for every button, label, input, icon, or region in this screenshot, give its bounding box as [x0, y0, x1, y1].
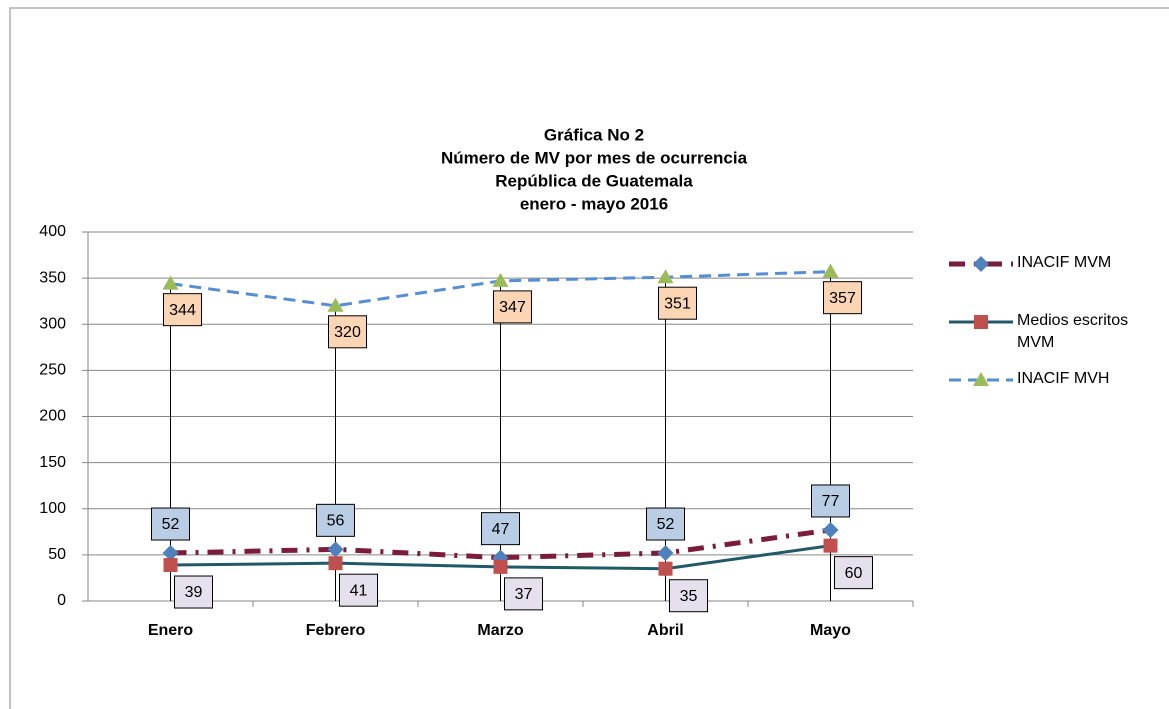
y-tick-label: 400	[39, 223, 66, 240]
data-label-box	[493, 290, 532, 324]
data-label: 77	[822, 493, 840, 510]
marker	[328, 556, 343, 571]
data-label: 39	[185, 584, 203, 601]
legend: INACIF MVM Medios escritos MVM INACIF MVH	[945, 252, 1165, 426]
legend-swatch	[949, 372, 1013, 386]
chart-title: enero - mayo 2016	[520, 194, 668, 213]
data-label-box	[339, 573, 378, 607]
data-label: 60	[845, 565, 863, 582]
y-tick-label: 150	[39, 454, 66, 471]
data-label: 351	[664, 295, 691, 312]
x-tick-label: Enero	[148, 622, 194, 639]
data-label: 56	[327, 513, 345, 530]
legend-item: INACIF MVM	[945, 252, 1165, 310]
x-tick-label: Abril	[647, 622, 683, 639]
chart-border	[9, 7, 1169, 709]
data-label: 320	[334, 324, 361, 341]
legend-label: Medios escritos MVM	[1017, 312, 1129, 351]
marker	[492, 272, 509, 287]
marker	[823, 538, 838, 553]
y-tick-label: 0	[57, 592, 66, 609]
data-label-box	[504, 577, 543, 611]
legend-label: INACIF MVH	[1017, 370, 1110, 387]
data-label-box	[316, 503, 355, 537]
x-tick-label: Febrero	[306, 622, 366, 639]
x-tick-label: Marzo	[477, 622, 523, 639]
y-tick-label: 300	[39, 315, 66, 332]
data-label: 347	[499, 299, 526, 316]
chart-title: Gráfica No 2	[544, 125, 644, 144]
legend-item: Medios escritos MVM	[945, 310, 1165, 368]
legend-label: INACIF MVM	[1017, 254, 1112, 271]
data-label: 35	[680, 588, 698, 605]
x-tick-label: Mayo	[810, 622, 851, 639]
data-label-box	[669, 579, 708, 613]
marker	[327, 541, 344, 558]
data-label-box	[646, 507, 685, 541]
legend-item: INACIF MVH	[945, 368, 1165, 426]
data-label-box	[823, 281, 862, 315]
data-label-box	[163, 293, 202, 327]
legend-marker	[973, 372, 989, 386]
legend-swatch	[949, 256, 1013, 272]
marker	[162, 545, 179, 562]
marker	[822, 521, 839, 538]
y-tick-label: 200	[39, 408, 66, 425]
marker	[162, 275, 179, 290]
data-label-box	[658, 286, 697, 320]
y-tick-label: 350	[39, 269, 66, 286]
data-label-box	[151, 507, 190, 541]
marker	[822, 263, 839, 278]
marker	[327, 297, 344, 312]
chart-title: Número de MV por mes de ocurrencia	[441, 148, 748, 167]
marker	[657, 545, 674, 562]
marker	[163, 558, 178, 573]
marker	[657, 269, 674, 284]
data-label: 344	[169, 302, 196, 319]
marker	[658, 561, 673, 576]
data-label: 357	[829, 290, 856, 307]
data-label-box	[174, 575, 213, 609]
data-label: 52	[162, 516, 180, 533]
data-label-box	[328, 315, 367, 349]
y-tick-label: 100	[39, 500, 66, 517]
marker	[493, 559, 508, 574]
data-label-box	[834, 556, 873, 590]
data-label: 41	[350, 582, 368, 599]
data-label: 37	[515, 586, 533, 603]
y-tick-label: 50	[48, 546, 66, 563]
legend-marker	[974, 315, 988, 329]
chart-title: República de Guatemala	[495, 171, 693, 190]
legend-swatch	[949, 315, 1013, 329]
data-label-box	[811, 484, 850, 518]
data-label-box	[481, 512, 520, 546]
legend-marker	[973, 256, 989, 272]
data-label: 47	[492, 521, 510, 538]
data-label: 52	[657, 516, 675, 533]
y-tick-label: 250	[39, 362, 66, 379]
